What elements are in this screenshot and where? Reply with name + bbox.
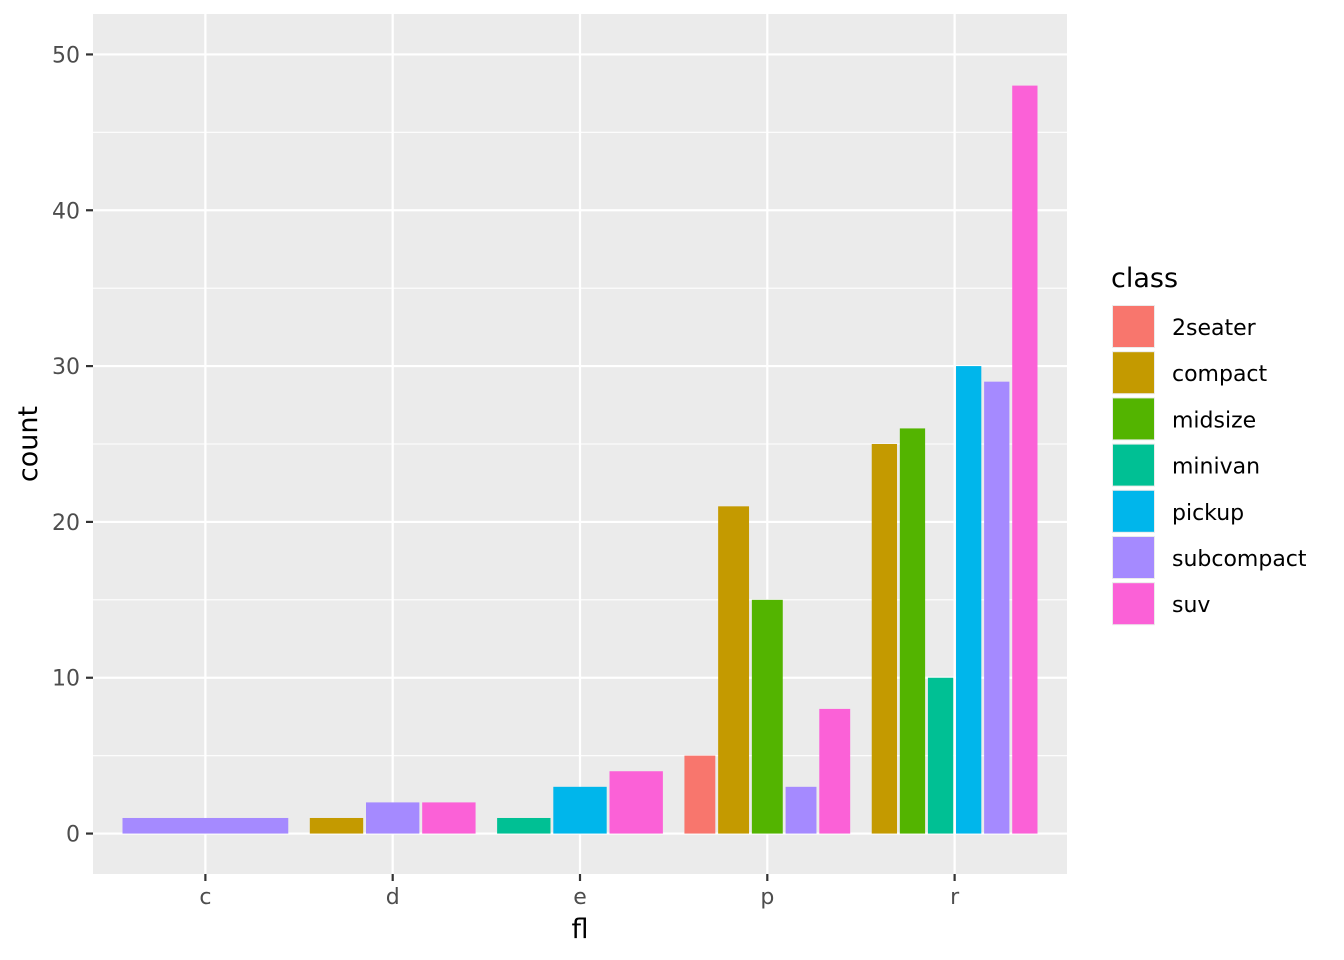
- x-tick-label: r: [950, 885, 960, 910]
- bar-c-subcompact: [122, 817, 289, 834]
- legend: class 2seater compact midsize minivan pickup…: [1111, 263, 1307, 626]
- x-axis-title: fl: [571, 914, 588, 945]
- x-tick-label: p: [760, 885, 774, 910]
- bar-d-suv: [422, 802, 476, 834]
- legend-label-2seater: 2seater: [1172, 316, 1257, 341]
- bar-p-midsize: [751, 599, 783, 834]
- legend-label-subcompact: subcompact: [1172, 547, 1307, 572]
- bar-p-suv: [819, 708, 851, 834]
- legend-label-compact: compact: [1172, 362, 1268, 387]
- bar-r-suv: [1012, 85, 1038, 834]
- legend-swatch-pickup: [1113, 490, 1154, 532]
- legend-label-suv: suv: [1172, 593, 1210, 618]
- legend-label-pickup: pickup: [1172, 501, 1244, 526]
- legend-label-midsize: midsize: [1172, 408, 1256, 433]
- y-tick-label: 40: [52, 199, 80, 224]
- y-axis-title: count: [13, 406, 44, 482]
- x-tick-label: c: [199, 885, 211, 910]
- y-tick-label: 20: [52, 511, 80, 536]
- major-gridlines: [93, 14, 1067, 874]
- bar-r-midsize: [899, 428, 926, 834]
- bar-e-pickup: [553, 786, 607, 834]
- legend-swatch-minivan: [1113, 444, 1154, 486]
- y-tick-label: 0: [66, 823, 80, 848]
- bar-r-pickup: [956, 366, 982, 834]
- bar-r-minivan: [927, 677, 954, 834]
- x-tick-label: e: [573, 885, 587, 910]
- legend-swatch-suv: [1113, 583, 1154, 625]
- bar-p-subcompact: [785, 786, 817, 834]
- legend-swatch-subcompact: [1113, 537, 1154, 578]
- legend-swatch-compact: [1113, 352, 1154, 394]
- bar-p-compact: [718, 506, 750, 834]
- bar-r-compact: [871, 444, 898, 834]
- bar-e-minivan: [497, 817, 551, 834]
- bar-r-subcompact: [984, 381, 1010, 834]
- legend-label-minivan: minivan: [1172, 455, 1260, 480]
- y-axis: 0 10 20 30 40 50: [52, 43, 93, 848]
- y-tick-label: 10: [52, 667, 80, 692]
- bar-d-subcompact: [366, 802, 420, 834]
- y-tick-label: 50: [52, 43, 80, 68]
- bar-p-2seater: [684, 755, 716, 834]
- x-tick-label: d: [386, 885, 400, 910]
- bars: [122, 85, 1038, 834]
- legend-swatch-midsize: [1113, 398, 1154, 440]
- bar-d-compact: [309, 817, 364, 834]
- bar-e-suv: [609, 771, 663, 834]
- y-tick-label: 30: [52, 355, 80, 380]
- legend-title: class: [1111, 263, 1178, 294]
- legend-swatch-2seater: [1113, 306, 1154, 347]
